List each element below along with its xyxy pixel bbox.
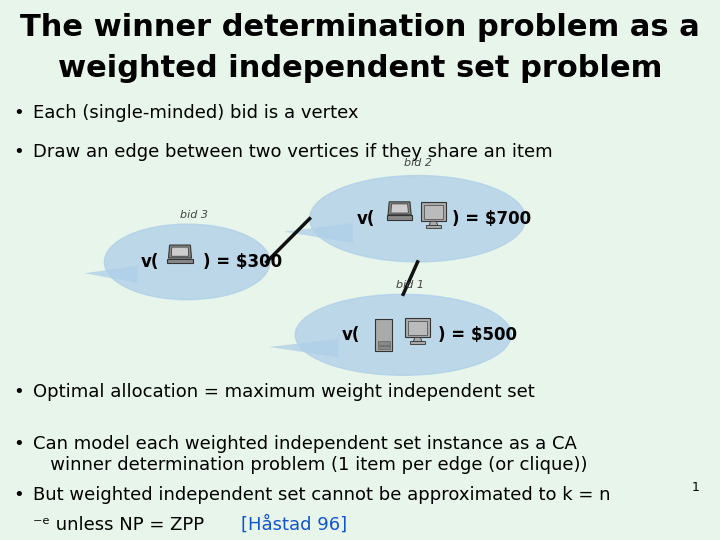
Text: ) = $500: ) = $500 (438, 326, 517, 344)
FancyBboxPatch shape (378, 341, 390, 345)
Text: bid 2: bid 2 (404, 158, 431, 168)
Text: weighted independent set problem: weighted independent set problem (58, 54, 662, 83)
Text: 1: 1 (691, 481, 699, 494)
Text: Each (single-minded) bid is a vertex: Each (single-minded) bid is a vertex (33, 104, 359, 122)
Text: But weighted independent set cannot be approximated to k = n: But weighted independent set cannot be a… (33, 486, 611, 504)
Text: •: • (13, 143, 24, 160)
FancyBboxPatch shape (410, 341, 426, 343)
FancyBboxPatch shape (378, 346, 390, 349)
FancyBboxPatch shape (421, 202, 446, 221)
Polygon shape (391, 204, 408, 213)
Text: Optimal allocation = maximum weight independent set: Optimal allocation = maximum weight inde… (33, 383, 535, 401)
Text: [Håstad 96]: [Håstad 96] (241, 516, 347, 534)
Text: •: • (13, 104, 24, 122)
FancyBboxPatch shape (408, 321, 427, 335)
Text: v(: v( (140, 253, 159, 271)
Text: v(: v( (342, 326, 361, 344)
Text: ) = $700: ) = $700 (452, 210, 531, 228)
FancyBboxPatch shape (387, 215, 413, 220)
FancyBboxPatch shape (405, 318, 430, 338)
Text: The winner determination problem as a: The winner determination problem as a (20, 14, 700, 43)
Text: bid 1: bid 1 (397, 280, 424, 290)
Text: bid 3: bid 3 (181, 210, 208, 220)
Text: •: • (13, 383, 24, 401)
Ellipse shape (295, 294, 511, 375)
Polygon shape (168, 245, 192, 258)
Polygon shape (269, 339, 338, 357)
Text: Can model each weighted independent set instance as a CA
   winner determination: Can model each weighted independent set … (33, 435, 588, 474)
FancyBboxPatch shape (375, 319, 392, 351)
Text: Draw an edge between two vertices if they share an item: Draw an edge between two vertices if the… (33, 143, 553, 160)
Text: •: • (13, 435, 24, 453)
Polygon shape (84, 266, 138, 283)
Polygon shape (429, 221, 438, 226)
FancyBboxPatch shape (426, 225, 441, 227)
FancyBboxPatch shape (167, 259, 193, 263)
Text: v(: v( (356, 210, 375, 228)
Polygon shape (284, 223, 353, 243)
Polygon shape (388, 202, 411, 215)
Text: ⁻ᵉ unless NP = ZPP: ⁻ᵉ unless NP = ZPP (33, 516, 210, 534)
Ellipse shape (104, 224, 270, 300)
FancyBboxPatch shape (424, 205, 443, 219)
Ellipse shape (310, 176, 526, 262)
Polygon shape (171, 247, 189, 256)
Text: •: • (13, 486, 24, 504)
Text: ) = $300: ) = $300 (203, 253, 282, 271)
Polygon shape (413, 338, 422, 342)
